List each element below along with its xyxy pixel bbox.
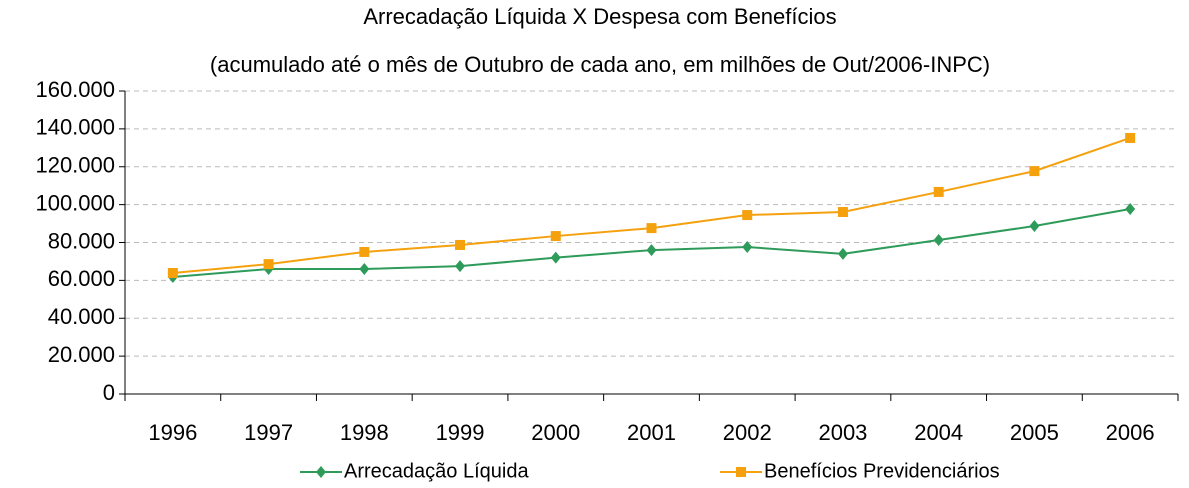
marker bbox=[359, 263, 370, 276]
x-tick-label: 2005 bbox=[1010, 420, 1059, 445]
legend-label: Benefícios Previdenciários bbox=[764, 460, 1000, 482]
marker bbox=[837, 247, 848, 260]
marker bbox=[933, 234, 944, 247]
y-tick-label: 40.000 bbox=[48, 304, 115, 329]
x-tick-label: 1997 bbox=[244, 420, 293, 445]
x-tick-label: 2001 bbox=[627, 420, 676, 445]
x-tick-label: 2003 bbox=[818, 420, 867, 445]
marker bbox=[1029, 220, 1040, 233]
marker bbox=[736, 467, 746, 477]
marker bbox=[646, 244, 657, 257]
marker bbox=[455, 260, 466, 273]
y-tick-label: 20.000 bbox=[48, 342, 115, 367]
marker bbox=[167, 267, 178, 278]
marker bbox=[359, 246, 370, 257]
x-tick-label: 2002 bbox=[723, 420, 772, 445]
marker bbox=[1125, 132, 1136, 143]
legend-label: Arrecadação Líquida bbox=[344, 460, 529, 482]
x-tick-label: 2004 bbox=[914, 420, 963, 445]
y-tick-label: 60.000 bbox=[48, 266, 115, 291]
marker bbox=[263, 259, 274, 270]
marker bbox=[933, 186, 944, 197]
x-tick-label: 2000 bbox=[531, 420, 580, 445]
marker bbox=[550, 251, 561, 264]
chart-subtitle: (acumulado até o mês de Outubro de cada … bbox=[210, 52, 990, 77]
marker bbox=[316, 466, 326, 478]
x-tick-label: 2006 bbox=[1106, 420, 1155, 445]
marker bbox=[1125, 202, 1136, 215]
x-tick-label: 1999 bbox=[436, 420, 485, 445]
chart-title: Arrecadação Líquida X Despesa com Benefí… bbox=[363, 4, 836, 29]
marker bbox=[455, 239, 466, 250]
marker bbox=[1029, 166, 1040, 177]
marker bbox=[550, 231, 561, 242]
x-tick-label: 1998 bbox=[340, 420, 389, 445]
y-tick-label: 80.000 bbox=[48, 228, 115, 253]
x-tick-label: 1996 bbox=[148, 420, 197, 445]
marker bbox=[742, 210, 753, 221]
y-tick-label: 120.000 bbox=[35, 153, 115, 178]
y-tick-label: 140.000 bbox=[35, 115, 115, 140]
marker bbox=[837, 207, 848, 218]
marker bbox=[646, 223, 657, 234]
y-tick-label: 100.000 bbox=[35, 190, 115, 215]
marker bbox=[742, 241, 753, 254]
y-tick-label: 0 bbox=[103, 380, 115, 405]
y-tick-label: 160.000 bbox=[35, 77, 115, 102]
